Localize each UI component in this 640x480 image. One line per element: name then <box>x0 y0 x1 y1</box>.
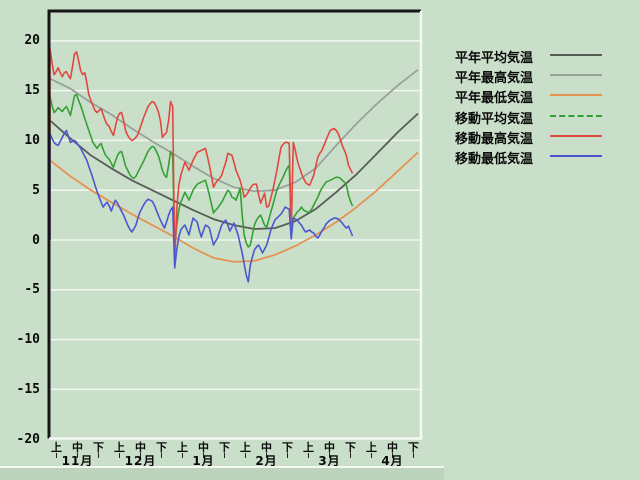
legend-line-swatch <box>550 54 602 56</box>
legend-item-moving-max: 移動最高気温 <box>455 127 635 147</box>
panel-bevel-highlight <box>0 466 444 468</box>
legend-label: 平年平均気温 <box>455 51 534 66</box>
x-axis-period-label: 下 <box>219 441 230 454</box>
series-平年最高気温 <box>49 68 419 193</box>
x-axis-period-label: 上 <box>303 441 314 454</box>
legend-label: 移動平均気温 <box>455 111 534 127</box>
x-axis-month-label: 11月 <box>61 454 94 468</box>
x-axis-period-label: 上 <box>177 441 188 454</box>
legend-item-normal-max: 平年最高気温 <box>455 66 635 86</box>
y-axis-label: 10 <box>24 132 40 148</box>
y-axis-label: -20 <box>16 431 40 447</box>
legend-line-swatch <box>550 114 602 117</box>
legend-line-swatch <box>550 154 602 157</box>
legend-line-swatch <box>550 94 602 97</box>
legend-label: 平年最低気温 <box>455 91 534 107</box>
legend-line-swatch <box>550 74 602 77</box>
x-axis-month-label: 1月 <box>192 454 215 468</box>
plot-border-dark <box>47 9 421 439</box>
y-axis-label: -5 <box>24 282 40 298</box>
x-axis-period-label: 中 <box>135 441 146 454</box>
y-axis-label: 20 <box>24 33 40 49</box>
legend-label: 移動最低気温 <box>455 151 534 167</box>
series-移動最高気温 <box>49 47 354 263</box>
legend-label: 平年最高気温 <box>455 71 534 87</box>
x-axis-period-label: 上 <box>51 441 62 454</box>
plot-border-light <box>49 11 423 440</box>
legend-label: 移動最高気温 <box>455 131 534 147</box>
series-移動最低気温 <box>49 129 354 283</box>
legend-item-normal-mean: 平年平均気温 <box>455 46 635 66</box>
y-axis-label: 0 <box>32 232 40 248</box>
x-axis-period-label: 上 <box>114 441 125 454</box>
x-axis-month-label: 3月 <box>318 454 341 468</box>
series-平年平均気温 <box>49 112 419 230</box>
x-axis-period-label: 中 <box>324 441 335 454</box>
x-axis-period-label: 下 <box>345 441 356 454</box>
y-axis-label: 5 <box>32 182 40 198</box>
y-axis-label: -15 <box>16 381 40 397</box>
panel-bevel-shadow <box>0 468 444 480</box>
x-axis-period-label: 下 <box>282 441 293 454</box>
x-axis-period-label: 中 <box>261 441 272 454</box>
x-axis-period-label: 上 <box>240 441 251 454</box>
x-axis-period-label: 上 <box>366 441 377 454</box>
x-axis-month-label: 4月 <box>381 454 404 468</box>
x-axis-period-label: 下 <box>408 441 419 454</box>
x-axis-month-label: 2月 <box>255 454 278 468</box>
x-axis-period-label: 下 <box>156 441 167 454</box>
legend-item-moving-mean: 移動平均気温 <box>455 107 635 127</box>
legend-item-moving-min: 移動最低気温 <box>455 147 635 167</box>
y-axis-label: -10 <box>16 332 40 348</box>
x-axis-period-label: 下 <box>93 441 104 454</box>
legend-line-swatch <box>550 134 602 137</box>
series-移動平均気温 <box>49 93 354 249</box>
legend-item-normal-min: 平年最低気温 <box>455 86 635 106</box>
series-平年最低気温 <box>49 151 419 263</box>
x-axis-period-label: 中 <box>387 441 398 454</box>
chart-legend: 平年平均気温 平年最高気温 平年最低気温 移動平均気温 移動最高気温 移動最低気… <box>455 46 635 167</box>
x-axis-month-label: 12月 <box>124 454 157 468</box>
y-axis-label: 15 <box>24 83 40 99</box>
x-axis-period-label: 中 <box>72 441 83 454</box>
x-axis-period-label: 中 <box>198 441 209 454</box>
